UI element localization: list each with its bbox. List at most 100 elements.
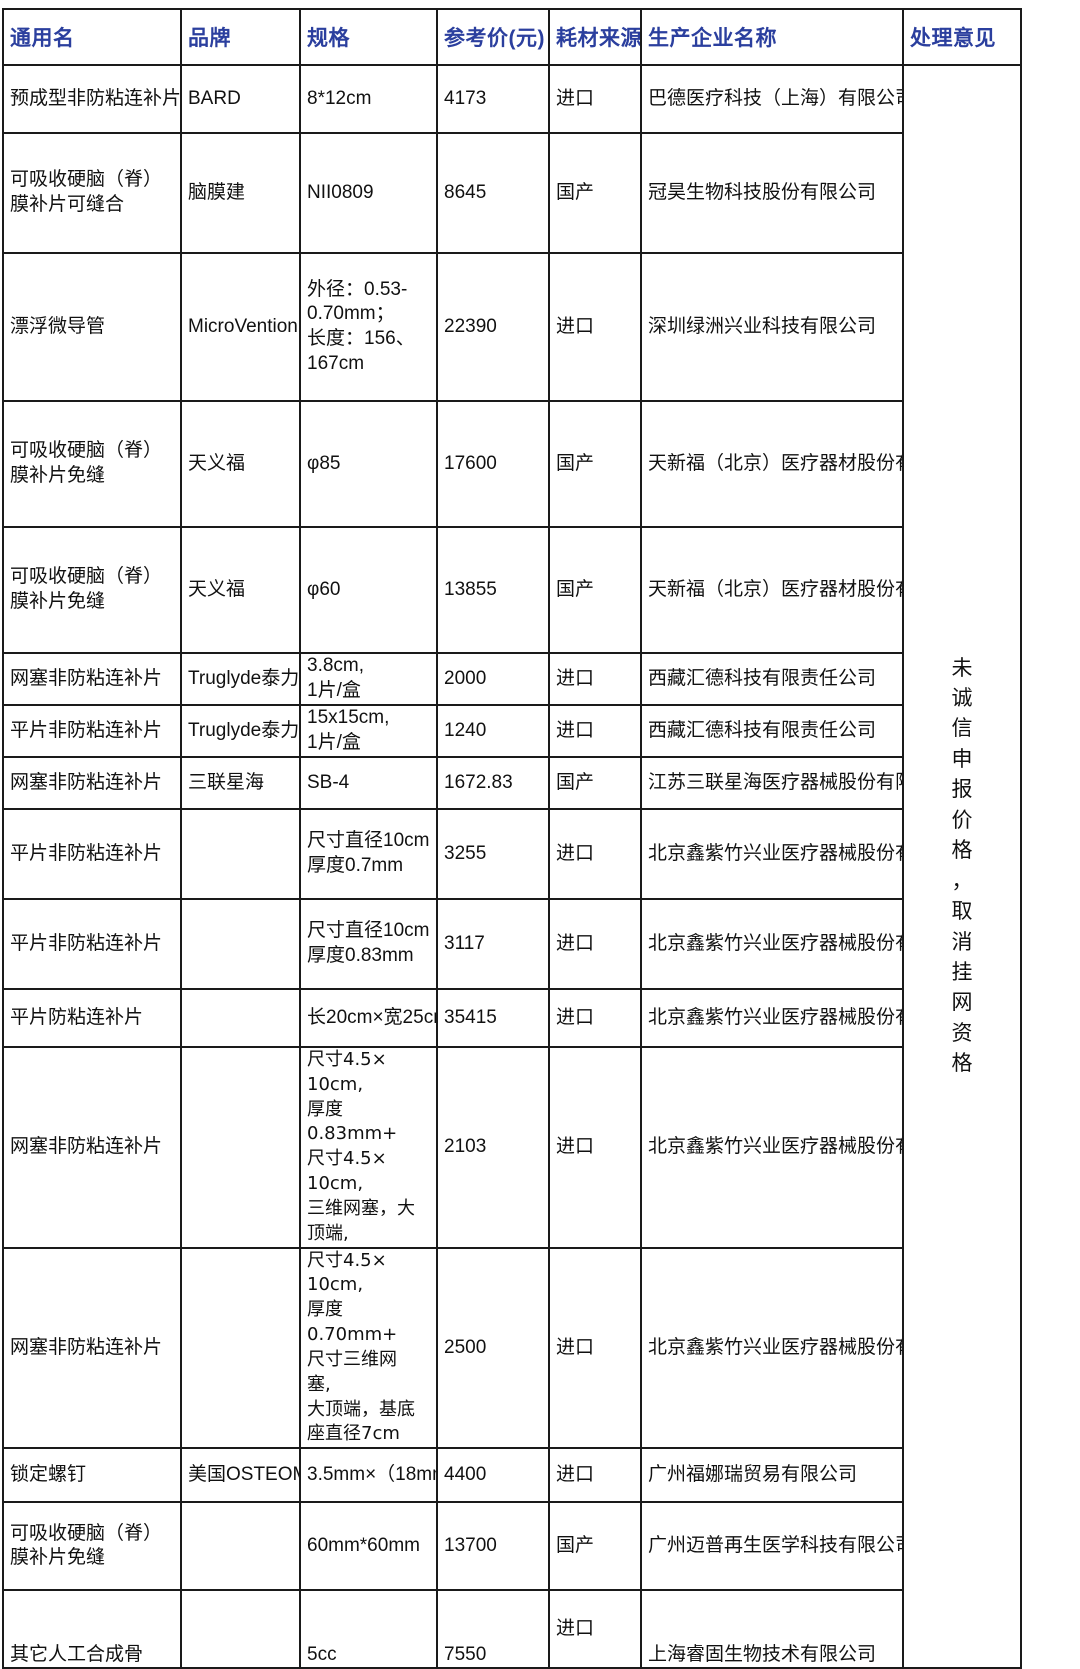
cell-spec[interactable]: SB-4: [299, 756, 438, 810]
cell-spec[interactable]: 15x15cm, 1片/盒: [299, 704, 438, 758]
cell-spec[interactable]: 60mm*60mm: [299, 1501, 438, 1592]
cell-source[interactable]: 进口: [548, 1246, 642, 1450]
cell-name[interactable]: 平片非防粘连补片: [2, 808, 182, 900]
cell-manufacturer[interactable]: 深圳绿洲兴业科技有限公司: [640, 252, 904, 402]
cell-manufacturer[interactable]: 天新福（北京）医疗器材股份有限公司: [640, 400, 904, 528]
cell-name[interactable]: 可吸收硬脑（脊）膜补片免缝: [2, 400, 182, 528]
cell-price[interactable]: 2103: [436, 1046, 550, 1249]
cell-spec[interactable]: 外径：0.53-0.70mm； 长度：156、167cm: [299, 252, 438, 402]
cell-manufacturer[interactable]: 冠昊生物科技股份有限公司: [640, 132, 904, 254]
cell-name[interactable]: 网塞非防粘连补片: [2, 756, 182, 810]
cell-brand[interactable]: 美国OSTEOMED: [180, 1447, 301, 1504]
cell-price[interactable]: 3117: [436, 898, 550, 990]
cell-name[interactable]: 平片防粘连补片: [2, 988, 182, 1048]
cell-brand[interactable]: [180, 1246, 301, 1450]
cell-price[interactable]: 7550: [436, 1589, 550, 1669]
column-header-brand[interactable]: 品牌: [180, 8, 301, 66]
cell-spec[interactable]: NII0809: [299, 132, 438, 254]
cell-name[interactable]: 可吸收硬脑（脊）膜补片免缝: [2, 1501, 182, 1592]
cell-name[interactable]: 平片非防粘连补片: [2, 704, 182, 758]
cell-name[interactable]: 可吸收硬脑（脊）膜补片免缝: [2, 526, 182, 654]
column-header-manufacturer[interactable]: 生产企业名称: [640, 8, 904, 66]
cell-name[interactable]: 平片非防粘连补片: [2, 898, 182, 990]
cell-manufacturer[interactable]: 巴德医疗科技（上海）有限公司: [640, 64, 904, 134]
column-header-source[interactable]: 耗材来源: [548, 8, 642, 66]
cell-spec[interactable]: 5cc: [299, 1589, 438, 1669]
cell-source[interactable]: 进口: [548, 252, 642, 402]
cell-brand[interactable]: [180, 898, 301, 990]
cell-spec[interactable]: 尺寸4.5× 10cm, 厚度0.83mm+ 尺寸4.5× 10cm, 三维网塞…: [299, 1046, 438, 1249]
cell-manufacturer[interactable]: 北京鑫紫竹兴业医疗器械股份有限公司: [640, 1246, 904, 1450]
cell-price[interactable]: 4173: [436, 64, 550, 134]
cell-price[interactable]: 3255: [436, 808, 550, 900]
cell-source[interactable]: 进口: [548, 704, 642, 758]
cell-price[interactable]: 4400: [436, 1447, 550, 1504]
column-header-spec[interactable]: 规格: [299, 8, 438, 66]
cell-brand[interactable]: [180, 808, 301, 900]
cell-price[interactable]: 2500: [436, 1246, 550, 1450]
cell-source[interactable]: 国产: [548, 1501, 642, 1592]
cell-name[interactable]: 其它人工合成骨: [2, 1589, 182, 1669]
cell-name[interactable]: 网塞非防粘连补片: [2, 1046, 182, 1249]
cell-name[interactable]: 预成型非防粘连补片: [2, 64, 182, 134]
cell-source[interactable]: 国产: [548, 400, 642, 528]
cell-spec[interactable]: 8*12cm: [299, 64, 438, 134]
cell-spec[interactable]: φ60: [299, 526, 438, 654]
cell-manufacturer[interactable]: 北京鑫紫竹兴业医疗器械股份有限公司: [640, 808, 904, 900]
cell-price[interactable]: 1240: [436, 704, 550, 758]
cell-spec[interactable]: 长20cm×宽25cm: [299, 988, 438, 1048]
cell-brand[interactable]: 天义福: [180, 400, 301, 528]
cell-manufacturer[interactable]: 广州福娜瑞贸易有限公司: [640, 1447, 904, 1504]
cell-spec[interactable]: φ85: [299, 400, 438, 528]
cell-spec[interactable]: 尺寸4.5× 10cm, 厚度0.70mm+ 尺寸三维网 塞, 大顶端，基底 座…: [299, 1246, 438, 1450]
cell-manufacturer[interactable]: 北京鑫紫竹兴业医疗器械股份有限公司: [640, 898, 904, 990]
cell-price[interactable]: 13855: [436, 526, 550, 654]
cell-name[interactable]: 网塞非防粘连补片: [2, 652, 182, 706]
cell-source[interactable]: 国产: [548, 756, 642, 810]
column-header-name[interactable]: 通用名: [2, 8, 182, 66]
cell-brand[interactable]: [180, 988, 301, 1048]
cell-price[interactable]: 35415: [436, 988, 550, 1048]
cell-source[interactable]: 国产: [548, 526, 642, 654]
cell-manufacturer[interactable]: 北京鑫紫竹兴业医疗器械股份有限公司: [640, 1046, 904, 1249]
cell-brand[interactable]: 天义福: [180, 526, 301, 654]
cell-price[interactable]: 1672.83: [436, 756, 550, 810]
cell-brand[interactable]: MicroVention: [180, 252, 301, 402]
cell-brand[interactable]: [180, 1589, 301, 1669]
cell-manufacturer[interactable]: 北京鑫紫竹兴业医疗器械股份有限公司: [640, 988, 904, 1048]
cell-source[interactable]: 进口: [548, 652, 642, 706]
cell-source[interactable]: 进口: [548, 1589, 642, 1669]
cell-price[interactable]: 17600: [436, 400, 550, 528]
cell-manufacturer[interactable]: 江苏三联星海医疗器械股份有限公司: [640, 756, 904, 810]
cell-manufacturer[interactable]: 广州迈普再生医学科技有限公司: [640, 1501, 904, 1592]
cell-name[interactable]: 可吸收硬脑（脊）膜补片可缝合: [2, 132, 182, 254]
cell-price[interactable]: 2000: [436, 652, 550, 706]
cell-spec[interactable]: 尺寸直径10cm 厚度0.83mm: [299, 898, 438, 990]
cell-brand[interactable]: [180, 1046, 301, 1249]
column-header-price[interactable]: 参考价(元): [436, 8, 550, 66]
cell-brand[interactable]: Truglyde泰力: [180, 652, 301, 706]
cell-name[interactable]: 网塞非防粘连补片: [2, 1246, 182, 1450]
cell-source[interactable]: 进口: [548, 1447, 642, 1504]
cell-source[interactable]: 进口: [548, 1046, 642, 1249]
cell-brand[interactable]: Truglyde泰力: [180, 704, 301, 758]
cell-manufacturer[interactable]: 上海睿固生物技术有限公司: [640, 1589, 904, 1669]
cell-spec[interactable]: 3.8cm, 1片/盒: [299, 652, 438, 706]
cell-manufacturer[interactable]: 西藏汇德科技有限责任公司: [640, 652, 904, 706]
cell-name[interactable]: 漂浮微导管: [2, 252, 182, 402]
cell-name[interactable]: 锁定螺钉: [2, 1447, 182, 1504]
cell-brand[interactable]: BARD: [180, 64, 301, 134]
cell-manufacturer[interactable]: 天新福（北京）医疗器材股份有限公司: [640, 526, 904, 654]
cell-price[interactable]: 13700: [436, 1501, 550, 1592]
cell-brand[interactable]: [180, 1501, 301, 1592]
cell-source[interactable]: 进口: [548, 808, 642, 900]
cell-source[interactable]: 国产: [548, 132, 642, 254]
cell-source[interactable]: 进口: [548, 898, 642, 990]
cell-brand[interactable]: 三联星海: [180, 756, 301, 810]
cell-source[interactable]: 进口: [548, 988, 642, 1048]
cell-price[interactable]: 8645: [436, 132, 550, 254]
cell-spec[interactable]: 3.5mm×（18mm: [299, 1447, 438, 1504]
column-header-decision[interactable]: 处理意见: [902, 8, 1022, 66]
cell-manufacturer[interactable]: 西藏汇德科技有限责任公司: [640, 704, 904, 758]
cell-brand[interactable]: 脑膜建: [180, 132, 301, 254]
